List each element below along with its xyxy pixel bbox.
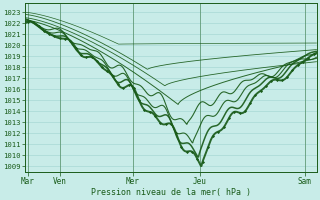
Point bbox=[258, 89, 263, 92]
Point bbox=[131, 86, 136, 90]
Point bbox=[100, 66, 105, 69]
Point bbox=[73, 46, 78, 49]
Point bbox=[137, 99, 142, 102]
Point bbox=[195, 157, 200, 160]
Point bbox=[248, 102, 253, 105]
Point bbox=[274, 78, 279, 81]
Point bbox=[147, 110, 152, 113]
Point bbox=[163, 123, 168, 126]
Point bbox=[36, 24, 41, 28]
Point bbox=[78, 54, 84, 57]
Point bbox=[311, 53, 316, 56]
Point bbox=[269, 79, 274, 83]
Point bbox=[142, 108, 147, 111]
Point bbox=[94, 60, 99, 63]
Point bbox=[300, 60, 306, 63]
Point bbox=[89, 55, 94, 59]
Point bbox=[179, 145, 184, 148]
Point bbox=[26, 20, 31, 24]
Point bbox=[227, 116, 232, 120]
Point bbox=[205, 146, 211, 149]
Point bbox=[68, 39, 73, 42]
Point bbox=[200, 160, 205, 163]
Point bbox=[284, 75, 290, 79]
Point bbox=[84, 56, 89, 59]
Point bbox=[242, 110, 247, 113]
Point bbox=[152, 114, 157, 117]
Point bbox=[173, 132, 179, 135]
Point bbox=[41, 29, 46, 32]
Point bbox=[105, 70, 110, 73]
Point bbox=[216, 130, 221, 133]
Point bbox=[253, 93, 258, 97]
Point bbox=[295, 64, 300, 67]
Point bbox=[110, 75, 115, 78]
Point bbox=[189, 150, 195, 153]
Point bbox=[184, 150, 189, 153]
Point bbox=[47, 32, 52, 35]
Point bbox=[121, 86, 126, 90]
Point bbox=[158, 121, 163, 124]
Point bbox=[279, 79, 284, 82]
Point bbox=[62, 37, 68, 40]
Point bbox=[116, 83, 121, 86]
Point bbox=[57, 37, 62, 40]
Point bbox=[237, 111, 242, 114]
Point bbox=[232, 110, 237, 113]
Point bbox=[126, 84, 131, 87]
Point bbox=[263, 84, 268, 88]
Point bbox=[52, 35, 57, 38]
Point bbox=[168, 122, 173, 126]
Point bbox=[31, 21, 36, 24]
Point bbox=[290, 69, 295, 72]
Point bbox=[306, 56, 311, 59]
Point bbox=[211, 134, 216, 137]
X-axis label: Pression niveau de la mer( hPa ): Pression niveau de la mer( hPa ) bbox=[91, 188, 251, 197]
Point bbox=[221, 126, 226, 129]
